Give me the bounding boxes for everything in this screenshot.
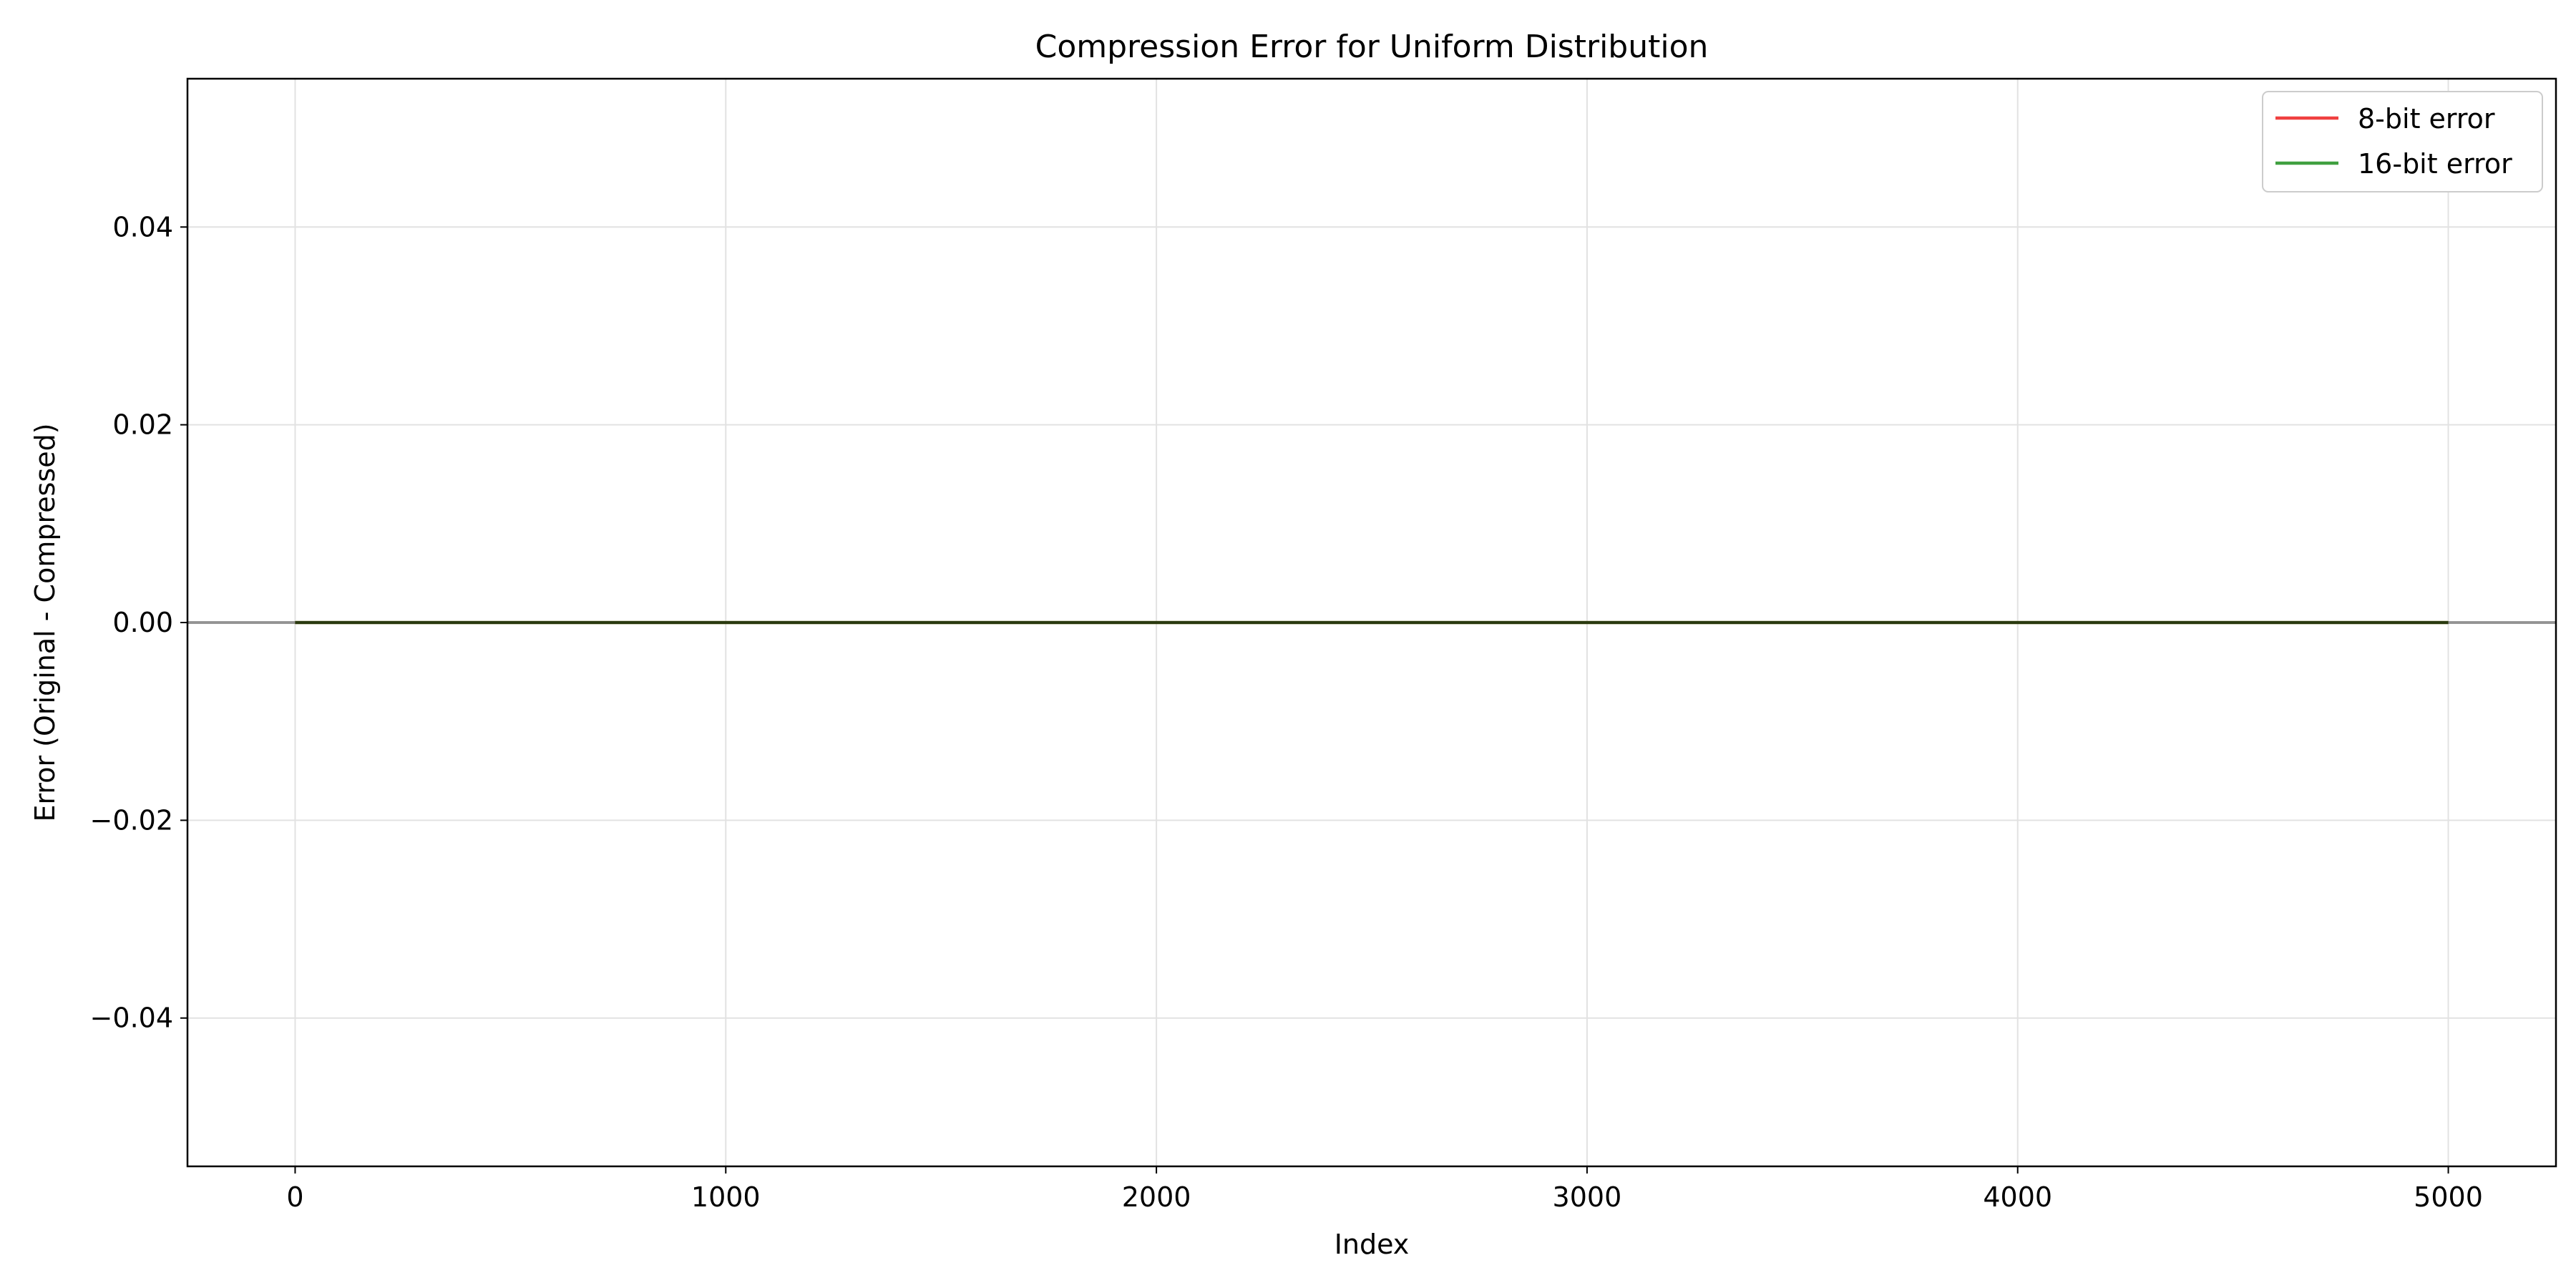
legend-label-8bit: 8-bit error — [2358, 103, 2495, 135]
x-tick-label: 0 — [286, 1181, 303, 1213]
y-tick-label: 0.00 — [112, 607, 173, 638]
y-tick-label: −0.02 — [90, 804, 173, 836]
chart-title: Compression Error for Uniform Distributi… — [1035, 29, 1709, 65]
x-tick-label: 2000 — [1122, 1181, 1191, 1213]
x-tick-label: 1000 — [691, 1181, 761, 1213]
y-tick-label: −0.04 — [90, 1002, 173, 1034]
x-axis-label: Index — [1335, 1229, 1410, 1260]
y-tick-label: 0.02 — [112, 409, 173, 441]
x-tick-label: 4000 — [1983, 1181, 2052, 1213]
x-tick-label: 3000 — [1553, 1181, 1622, 1213]
legend-label-16bit: 16-bit error — [2358, 148, 2512, 180]
y-tick-label: 0.04 — [112, 211, 173, 243]
ticks: 0 1000 2000 3000 4000 5000 0.04 0.02 0.00 −0.02 −0… — [90, 211, 2483, 1213]
x-tick-label: 5000 — [2414, 1181, 2483, 1213]
legend: 8-bit error 16-bit error — [2262, 91, 2543, 192]
y-axis-label: Error (Original - Compressed) — [29, 423, 61, 821]
